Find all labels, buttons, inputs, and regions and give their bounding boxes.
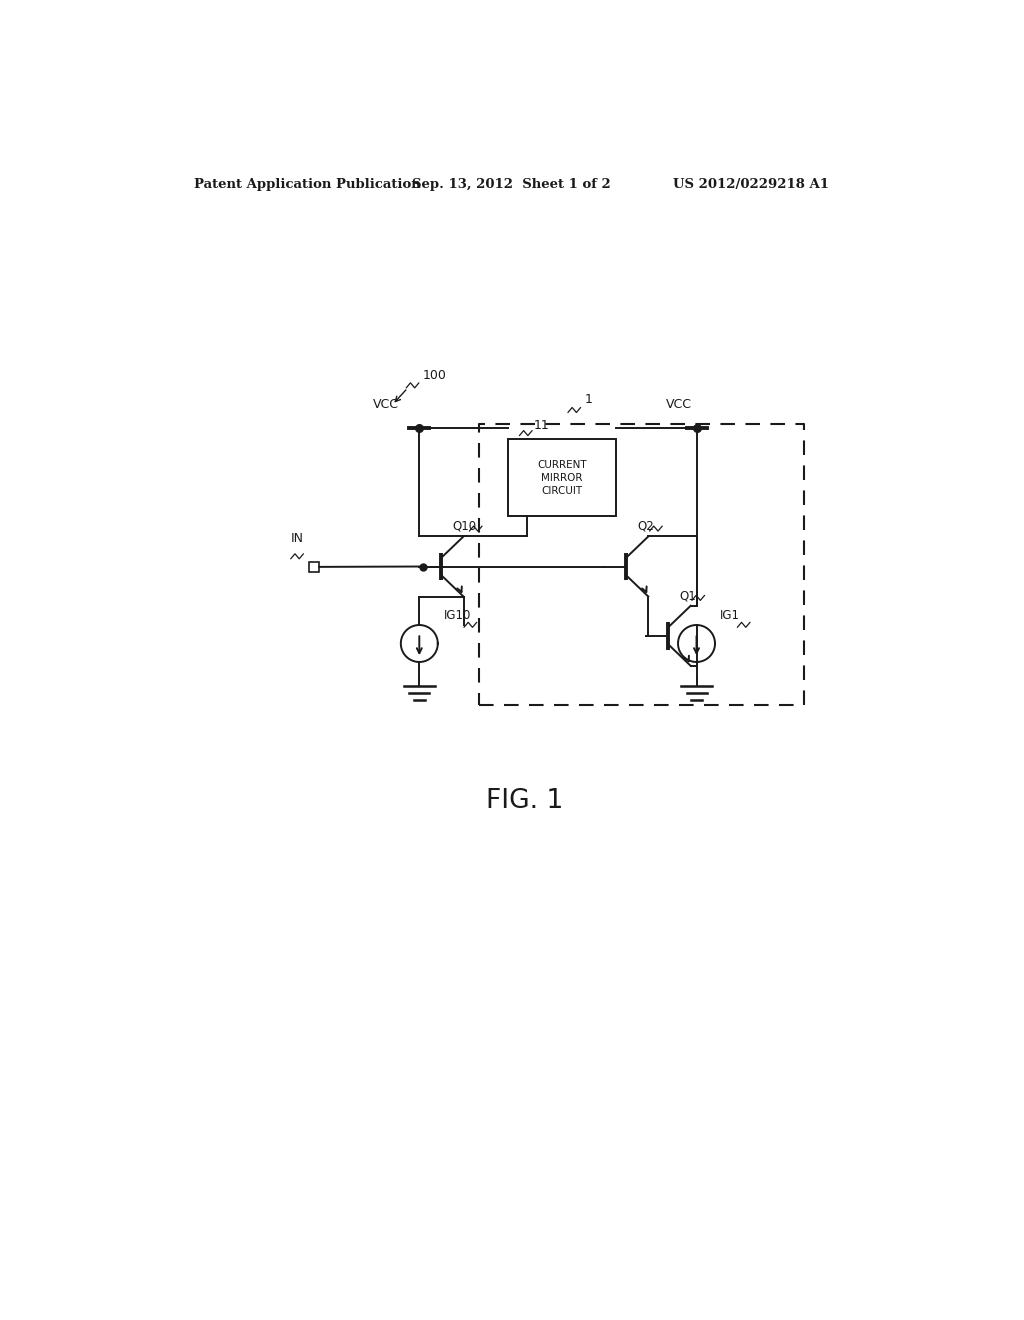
Text: US 2012/0229218 A1: US 2012/0229218 A1 [674, 178, 829, 190]
Bar [309, 562, 319, 572]
Text: FIG. 1: FIG. 1 [486, 788, 563, 814]
Text: IG10: IG10 [444, 609, 471, 622]
Text: Patent Application Publication: Patent Application Publication [194, 178, 421, 190]
Text: Q1: Q1 [680, 589, 696, 602]
Text: VCC: VCC [666, 397, 691, 411]
Text: VCC: VCC [373, 397, 399, 411]
Text: 1: 1 [585, 393, 593, 407]
Text: IG1: IG1 [720, 609, 739, 622]
Text: CURRENT
MIRROR
CIRCUIT: CURRENT MIRROR CIRCUIT [537, 461, 587, 496]
Bar [508, 440, 615, 516]
Text: IN: IN [291, 532, 304, 545]
Text: Q2: Q2 [637, 520, 654, 533]
Text: 100: 100 [423, 368, 447, 381]
Text: 11: 11 [534, 418, 549, 432]
Text: Sep. 13, 2012  Sheet 1 of 2: Sep. 13, 2012 Sheet 1 of 2 [412, 178, 610, 190]
Text: Q10: Q10 [453, 520, 476, 533]
